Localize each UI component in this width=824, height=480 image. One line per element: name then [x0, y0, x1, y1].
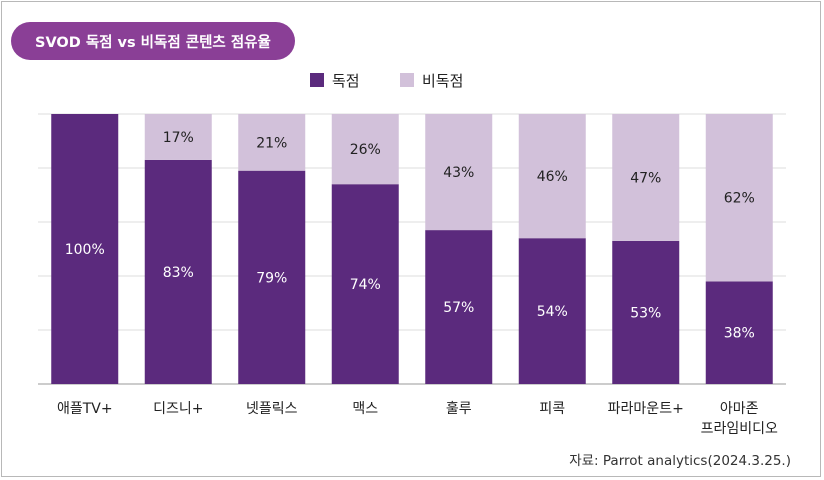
legend-swatch-nonexclusive: [400, 73, 414, 87]
bar-nonexclusive: [331, 114, 399, 185]
data-label: 46%: [537, 169, 568, 185]
category-label: 파라마운트+: [608, 401, 684, 417]
bar-exclusive: [705, 281, 773, 384]
category-label: 아마존: [720, 401, 759, 417]
bar-nonexclusive: [144, 114, 212, 160]
data-label: 62%: [724, 191, 755, 207]
bar-exclusive: [518, 238, 586, 384]
bar-exclusive: [144, 159, 212, 384]
bar-exclusive: [425, 230, 493, 384]
data-label: 21%: [256, 135, 287, 151]
data-label: 57%: [443, 300, 474, 316]
bar-nonexclusive: [518, 114, 586, 239]
category-label: 맥스: [352, 401, 378, 417]
data-label: 43%: [443, 165, 474, 181]
bar-nonexclusive: [705, 114, 773, 282]
data-label: 74%: [350, 277, 381, 293]
data-label: 38%: [724, 326, 755, 342]
chart-title: SVOD 독점 vs 비독점 콘텐츠 점유율: [11, 22, 295, 60]
bar-nonexclusive: [425, 114, 493, 231]
data-label: 26%: [350, 142, 381, 158]
bar-exclusive: [612, 240, 680, 384]
source-note: 자료: Parrot analytics(2024.3.25.): [569, 453, 791, 469]
data-label: 17%: [163, 130, 194, 146]
category-label: 피콕: [539, 401, 565, 417]
bar-exclusive: [238, 170, 306, 384]
data-label: 54%: [537, 304, 568, 320]
bar-nonexclusive: [238, 114, 306, 171]
data-label: 47%: [630, 170, 661, 186]
chart-title-text: SVOD 독점 vs 비독점 콘텐츠 점유율: [35, 34, 271, 51]
data-label: 83%: [163, 265, 194, 281]
bar-nonexclusive: [612, 114, 680, 241]
bar-exclusive: [331, 184, 399, 384]
legend-swatch-exclusive: [310, 73, 324, 87]
bar-exclusive: [51, 114, 119, 384]
data-label: 53%: [630, 305, 661, 321]
data-label: 100%: [65, 242, 105, 258]
legend-label-nonexclusive: 비독점: [422, 72, 463, 90]
category-label: 프라임비디오: [701, 421, 778, 437]
category-label: 훌루: [446, 401, 472, 417]
category-label: 디즈니+: [153, 401, 203, 417]
legend-label-exclusive: 독점: [332, 72, 360, 90]
category-label: 넷플릭스: [246, 401, 298, 417]
data-label: 79%: [256, 270, 287, 286]
category-label: 애플TV+: [57, 401, 113, 417]
